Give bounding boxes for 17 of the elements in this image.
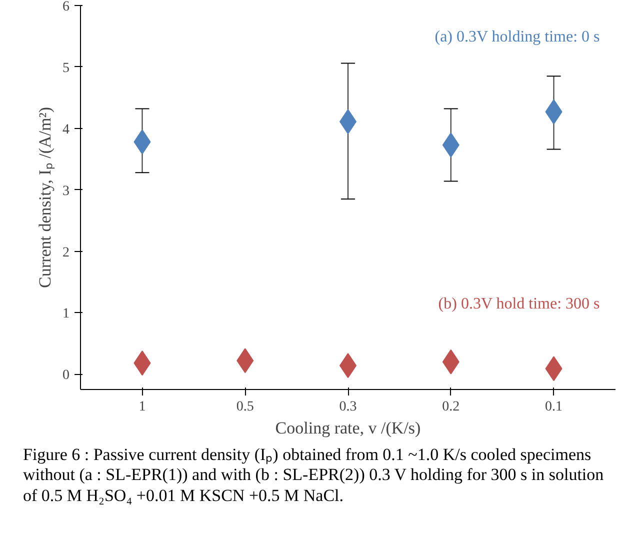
text: (b) 0.3V hold time: 300 s <box>438 296 600 313</box>
x-tick-label: 0.1 <box>545 400 563 414</box>
x-axis-title: Cooling rate, v /(K/s) <box>275 418 421 438</box>
x-tick-label: 1 <box>138 400 146 414</box>
y-tick-label: 3 <box>62 184 70 199</box>
y-tick-label: 6 <box>62 0 70 14</box>
x-tick-label: 0.5 <box>236 400 254 414</box>
y-tick-label: 5 <box>62 60 70 76</box>
y-axis-title: Current density, Iₚ /(A/m²) <box>36 107 56 288</box>
x-tick-label: 0.2 <box>442 400 460 414</box>
caption: Figure 6 : Passive current density (Iₚ) obtained from 0.1 ~1.0 K/s cooled specimens without (a : SL-EPR(1)) and with (b : SL-EPR(2)) 0.3 V holding for 300 s in solution of 0.5 M H₂SO₄ +0.01 M KSCN +0.5 M NaCl. <box>23 445 605 506</box>
y-tick-label: 0 <box>62 368 70 384</box>
y-tick-label: 2 <box>62 245 70 260</box>
y-tick-label: 4 <box>62 122 70 138</box>
text: (a) 0.3V holding time: 0 s <box>434 28 600 46</box>
x-tick-label: 0.3 <box>339 400 357 414</box>
y-tick-label: 1 <box>62 306 70 322</box>
